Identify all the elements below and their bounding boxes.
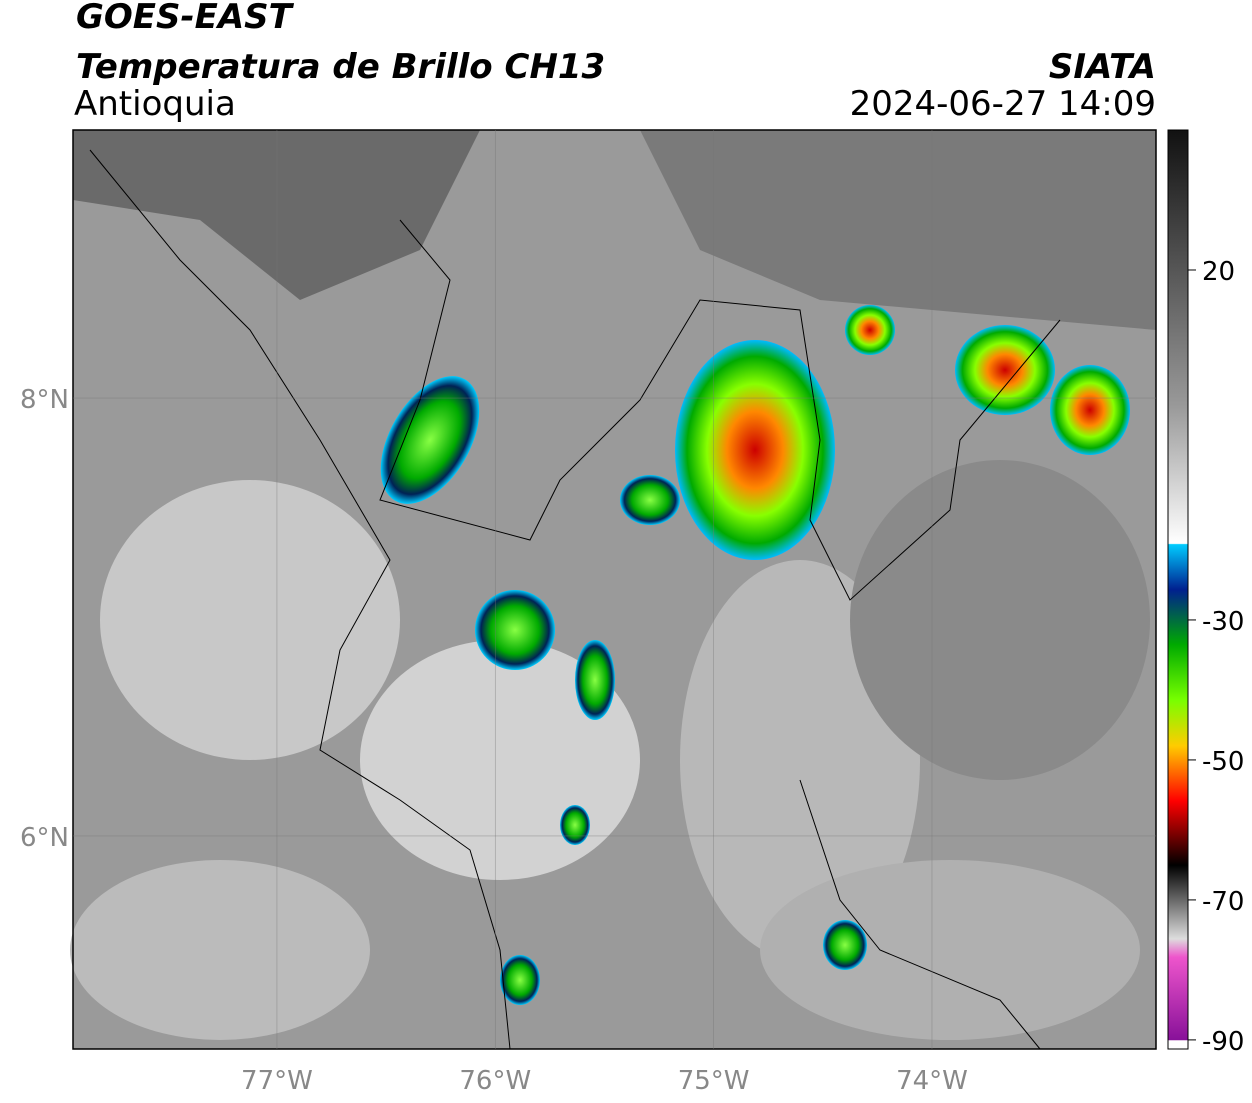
colorbar-label: 20 [1202, 257, 1235, 287]
satellite-image [70, 129, 1157, 1050]
title: GOES-EAST [76, 0, 295, 37]
lon-label: 74°W [896, 1066, 968, 1096]
colorbar-label: -70 [1202, 887, 1244, 917]
colorbar [1167, 129, 1189, 1050]
subtitle: Temperatura de Brillo CH13 [76, 47, 605, 87]
lon-label: 75°W [678, 1066, 750, 1096]
colorbar-label: -90 [1202, 1027, 1244, 1057]
colorbar-label: -30 [1202, 607, 1244, 637]
region: Antioquia [74, 84, 236, 124]
lat-label: 6°N [20, 823, 69, 853]
datetime: 2024-06-27 14:09 [850, 84, 1156, 124]
colorbar-label: -50 [1202, 747, 1244, 777]
lat-label: 8°N [20, 385, 69, 415]
lon-label: 77°W [241, 1066, 313, 1096]
lon-label: 76°W [459, 1066, 531, 1096]
source: SIATA [1049, 47, 1156, 87]
